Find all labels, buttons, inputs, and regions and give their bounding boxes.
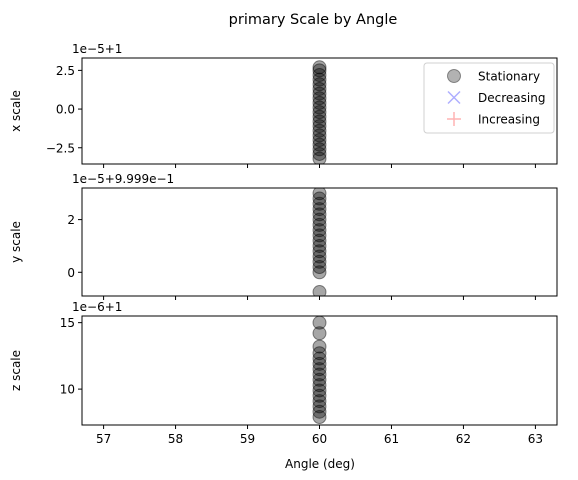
data-point [312, 339, 327, 354]
x-axis-label: Angle (deg) [285, 457, 355, 471]
data-point [312, 128, 327, 143]
data-point [312, 362, 327, 377]
y-axis-label: x scale [9, 90, 23, 132]
data-point [312, 77, 327, 92]
y-tick-label: −2.5 [46, 141, 75, 155]
subplot-3: 10 15 57 58 59 60 61 62 63 1e−6+1 z scale [9, 300, 558, 446]
y-tick-label: 0.0 [56, 103, 75, 117]
data-point [312, 146, 327, 161]
data-point [312, 191, 327, 206]
data-point [312, 212, 327, 227]
data-point [312, 238, 327, 253]
y-tick-label: 10 [60, 383, 75, 397]
legend: Stationary Decreasing Increasing [423, 62, 555, 134]
x-tick-label: 60 [312, 432, 327, 446]
data-point [312, 249, 327, 264]
data-point [312, 91, 327, 106]
x-tick-label: 58 [168, 432, 183, 446]
data-point [312, 63, 327, 78]
data-point [312, 388, 327, 403]
legend-label: Increasing [478, 113, 540, 127]
series-points [312, 316, 327, 425]
data-point [312, 351, 327, 366]
data-point [312, 378, 327, 393]
data-point [312, 105, 327, 120]
data-point [312, 109, 327, 124]
x-tick-label: 62 [456, 432, 471, 446]
x-tick-label: 61 [384, 432, 399, 446]
data-point [312, 119, 327, 134]
legend-frame [423, 62, 555, 134]
y-tick-label: 2 [67, 213, 75, 227]
y-tick-label: 15 [60, 316, 75, 330]
series-points [312, 188, 327, 296]
data-point [312, 316, 327, 330]
y-offset-text: 1e−6+1 [72, 300, 122, 314]
data-point [312, 233, 327, 248]
y-axis-label: z scale [9, 350, 23, 391]
data-point [312, 95, 327, 110]
legend-label: Stationary [478, 70, 540, 84]
data-point [312, 207, 327, 222]
data-point [312, 142, 327, 157]
data-point [312, 367, 327, 382]
y-offset-text: 1e−5+1 [72, 42, 122, 56]
subplot-1: −2.5 0.0 2.5 1e−5+1 x scale [9, 42, 558, 168]
legend-marker-decreasing [447, 90, 461, 105]
data-point [312, 223, 327, 238]
data-point [312, 228, 327, 243]
data-point [312, 217, 327, 232]
data-point [312, 123, 327, 138]
data-point [312, 372, 327, 387]
y-axis-label: y scale [9, 221, 23, 263]
data-point [312, 137, 327, 152]
data-point [312, 86, 327, 101]
x-tick-label: 63 [528, 432, 543, 446]
data-point [312, 188, 327, 201]
data-point [312, 196, 327, 211]
y-tick-label: 0 [67, 266, 75, 280]
x-tick-label: 57 [96, 432, 111, 446]
series-points [312, 60, 327, 164]
data-point [312, 151, 327, 164]
legend-marker-stationary [447, 69, 461, 83]
legend-label: Decreasing [478, 91, 545, 105]
data-point [312, 60, 327, 75]
data-point [312, 114, 327, 129]
data-point [312, 260, 327, 275]
data-point [312, 72, 327, 87]
data-point [312, 383, 327, 398]
x-tick-label: 59 [240, 432, 255, 446]
data-point [312, 202, 327, 217]
data-point [312, 265, 327, 280]
data-point [312, 285, 327, 296]
data-point [312, 394, 327, 409]
data-point [312, 399, 327, 414]
data-point [312, 346, 327, 361]
data-point [312, 404, 327, 419]
data-point [312, 356, 327, 371]
chart-title: primary Scale by Angle [229, 12, 398, 28]
data-point [312, 254, 327, 269]
data-point [312, 133, 327, 148]
y-offset-text: 1e−5+9.999e−1 [72, 172, 174, 186]
data-point [312, 81, 327, 96]
subplot-2: 0 2 1e−5+9.999e−1 y scale [9, 172, 558, 300]
y-tick-label: 2.5 [56, 64, 75, 78]
data-point [312, 100, 327, 115]
subplots: −2.5 0.0 2.5 1e−5+1 x scale 0 2 1e−5+9.999e−1 y … [9, 42, 558, 446]
data-point [312, 68, 327, 83]
data-point [312, 326, 327, 341]
data-point [312, 410, 327, 425]
legend-marker-increasing [447, 112, 461, 126]
data-point [312, 244, 327, 259]
